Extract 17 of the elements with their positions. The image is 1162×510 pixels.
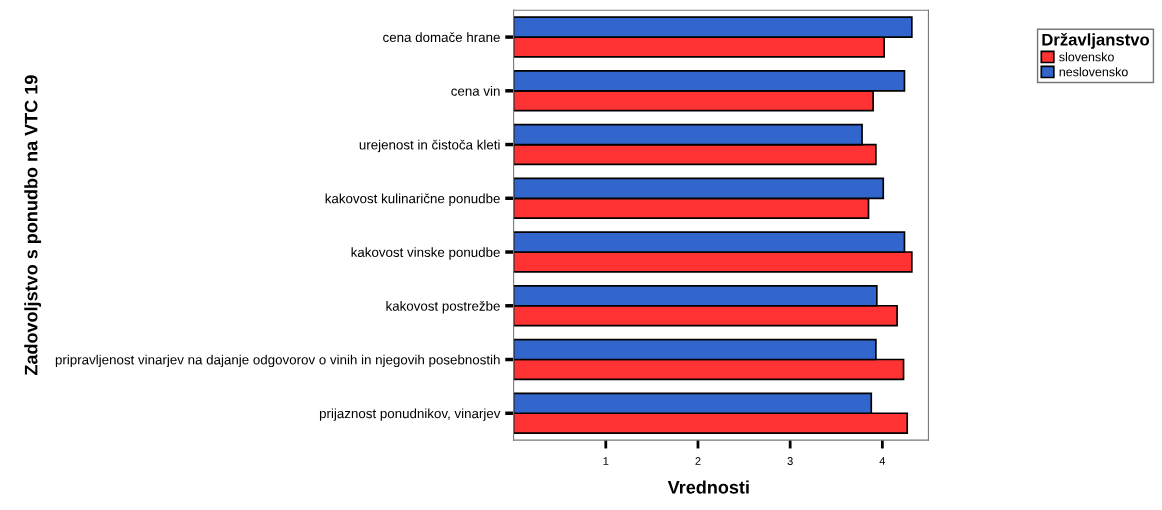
y-axis-title: Zadovoljstvo s ponudbo na VTC 19 xyxy=(24,75,42,376)
y-tick-label: pripravljenost vinarjev na dajanje odgovorov o vinih in njegovih posebnostih xyxy=(55,354,500,368)
x-tick-label: 2 xyxy=(695,457,701,465)
legend-label: neslovensko xyxy=(1059,67,1128,77)
x-tick-label: 3 xyxy=(787,457,793,465)
y-tick-label: cena domače hrane xyxy=(383,32,500,43)
y-tick-label: urejenost in čistoča kleti xyxy=(359,139,500,153)
x-tick-label: 4 xyxy=(879,457,886,465)
legend-label: slovensko xyxy=(1059,52,1114,62)
y-tick-label: kakovost vinske ponudbe xyxy=(351,247,500,260)
y-tick-label: kakovost kulinarične ponudbe xyxy=(325,193,500,206)
y-tick-label: kakovost postrežbe xyxy=(386,300,500,314)
x-axis-title: Vrednosti xyxy=(667,480,749,494)
legend-title: Državljanstvo xyxy=(1042,32,1150,49)
x-tick-label: 1 xyxy=(603,457,609,465)
y-tick-label: cena vin xyxy=(451,85,500,96)
y-tick-label: prijaznost ponudnikov, vinarjev xyxy=(319,408,501,421)
